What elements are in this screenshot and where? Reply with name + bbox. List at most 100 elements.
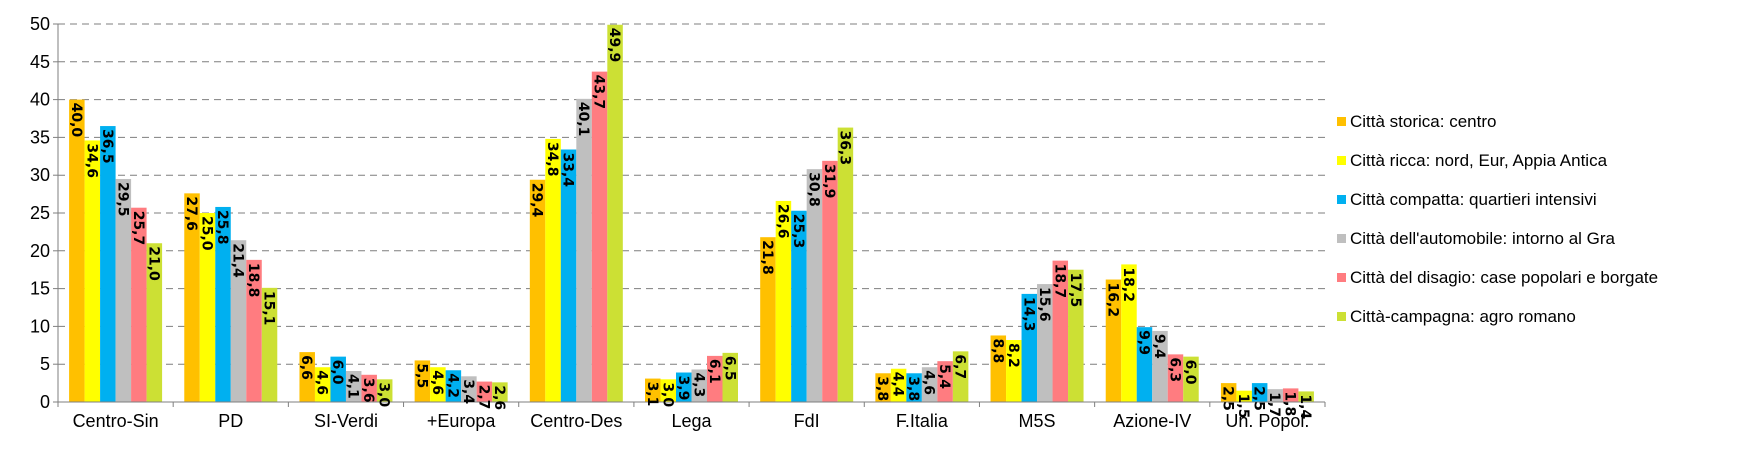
- data-label: 1,7: [1266, 392, 1282, 417]
- data-label: 2,5: [1220, 386, 1236, 411]
- data-label: 21,8: [759, 240, 775, 275]
- data-label: 36,5: [99, 129, 115, 164]
- legend-label: Città dell'automobile: intorno al Gra: [1350, 229, 1616, 248]
- category-label: Centro-Sin: [73, 411, 159, 431]
- bar: [1037, 284, 1053, 402]
- bar: [261, 287, 278, 402]
- bar: [760, 237, 776, 402]
- bar: [361, 374, 377, 402]
- bar: [414, 360, 431, 402]
- bar: [529, 179, 546, 402]
- category-label: PD: [218, 411, 243, 431]
- bar: [676, 372, 692, 402]
- bar: [1105, 279, 1122, 402]
- y-tick-label: 35: [30, 127, 50, 147]
- bar: [314, 367, 331, 402]
- bar: [645, 378, 661, 402]
- bar: [246, 259, 262, 402]
- bar: [299, 352, 315, 402]
- y-tick-label: 5: [40, 354, 50, 374]
- legend-swatch: [1337, 273, 1346, 282]
- bar: [1298, 391, 1314, 402]
- data-label: 31,9: [821, 164, 837, 199]
- data-label: 1,5: [1235, 394, 1251, 419]
- bar: [1236, 390, 1252, 402]
- data-label: 4,3: [690, 372, 706, 397]
- data-label: 2,5: [1251, 386, 1267, 411]
- data-label: 27,6: [183, 196, 199, 231]
- data-label: 6,0: [329, 360, 345, 385]
- data-label: 25,0: [199, 216, 215, 251]
- category-label: Un. Popol.: [1225, 411, 1309, 431]
- category-label: M5S: [1019, 411, 1056, 431]
- category-label: Lega: [671, 411, 712, 431]
- data-label: 49,9: [606, 28, 622, 63]
- bar: [937, 361, 953, 402]
- bar: [560, 149, 577, 402]
- bar: [1136, 327, 1153, 402]
- data-label: 21,0: [145, 246, 161, 281]
- data-label: 2,7: [475, 385, 491, 410]
- bar: [837, 127, 854, 403]
- bar: [1021, 293, 1038, 402]
- data-label: 6,1: [706, 359, 722, 384]
- data-label: 3,9: [675, 376, 691, 401]
- data-label: 15,6: [1036, 287, 1052, 322]
- legend-swatch: [1337, 117, 1346, 126]
- category-label: Centro-Des: [530, 411, 622, 431]
- bar: [890, 368, 907, 402]
- data-label: 18,8: [245, 263, 261, 298]
- legend-swatch: [1337, 156, 1346, 165]
- y-tick-label: 50: [30, 14, 50, 34]
- bar: [990, 335, 1007, 402]
- legend-swatch: [1337, 234, 1346, 243]
- bar: [376, 379, 393, 402]
- data-label: 3,8: [905, 376, 921, 401]
- bar: [330, 356, 346, 402]
- data-label: 9,9: [1135, 330, 1151, 355]
- bar: [576, 98, 592, 403]
- data-label: 6,5: [721, 356, 737, 381]
- bar: [184, 193, 200, 402]
- legend-label: Città storica: centro: [1350, 112, 1496, 131]
- bar: [69, 99, 85, 402]
- bar: [1152, 330, 1168, 402]
- data-label: 14,3: [1020, 297, 1036, 332]
- data-label: 3,8: [874, 376, 890, 401]
- y-tick-label: 10: [30, 316, 50, 336]
- data-label: 3,6: [360, 378, 376, 403]
- legend-swatch: [1337, 195, 1346, 204]
- bar: [1183, 356, 1199, 402]
- bar: [1282, 388, 1299, 402]
- bar: [230, 240, 247, 402]
- category-label: Azione-IV: [1113, 411, 1191, 431]
- bar: [875, 373, 891, 402]
- y-tick-label: 40: [30, 90, 50, 110]
- category-label: SI-Verdi: [314, 411, 378, 431]
- data-label: 1,4: [1297, 394, 1313, 419]
- bar: [691, 369, 707, 402]
- data-label: 21,4: [230, 243, 246, 278]
- data-label: 6,6: [298, 355, 314, 380]
- bar: [775, 200, 792, 402]
- bar: [1251, 383, 1268, 402]
- bar: [806, 169, 823, 402]
- data-label: 6,0: [1182, 360, 1198, 385]
- data-label: 36,3: [836, 131, 852, 166]
- data-label: 6,3: [1166, 357, 1182, 382]
- bar: [822, 160, 838, 402]
- legend-swatch: [1337, 312, 1346, 321]
- legend-label: Città ricca: nord, Eur, Appia Antica: [1350, 151, 1608, 170]
- category-label: FdI: [794, 411, 820, 431]
- data-label: 16,2: [1104, 283, 1120, 318]
- bar: [791, 210, 807, 402]
- data-label: 18,7: [1051, 264, 1067, 299]
- data-label: 17,5: [1067, 273, 1083, 308]
- bar: [545, 138, 561, 403]
- bar: [445, 370, 462, 402]
- data-label: 34,8: [544, 142, 560, 177]
- y-tick-label: 20: [30, 241, 50, 261]
- data-label: 18,2: [1120, 267, 1136, 302]
- bar: [115, 178, 132, 402]
- bar: [476, 381, 493, 402]
